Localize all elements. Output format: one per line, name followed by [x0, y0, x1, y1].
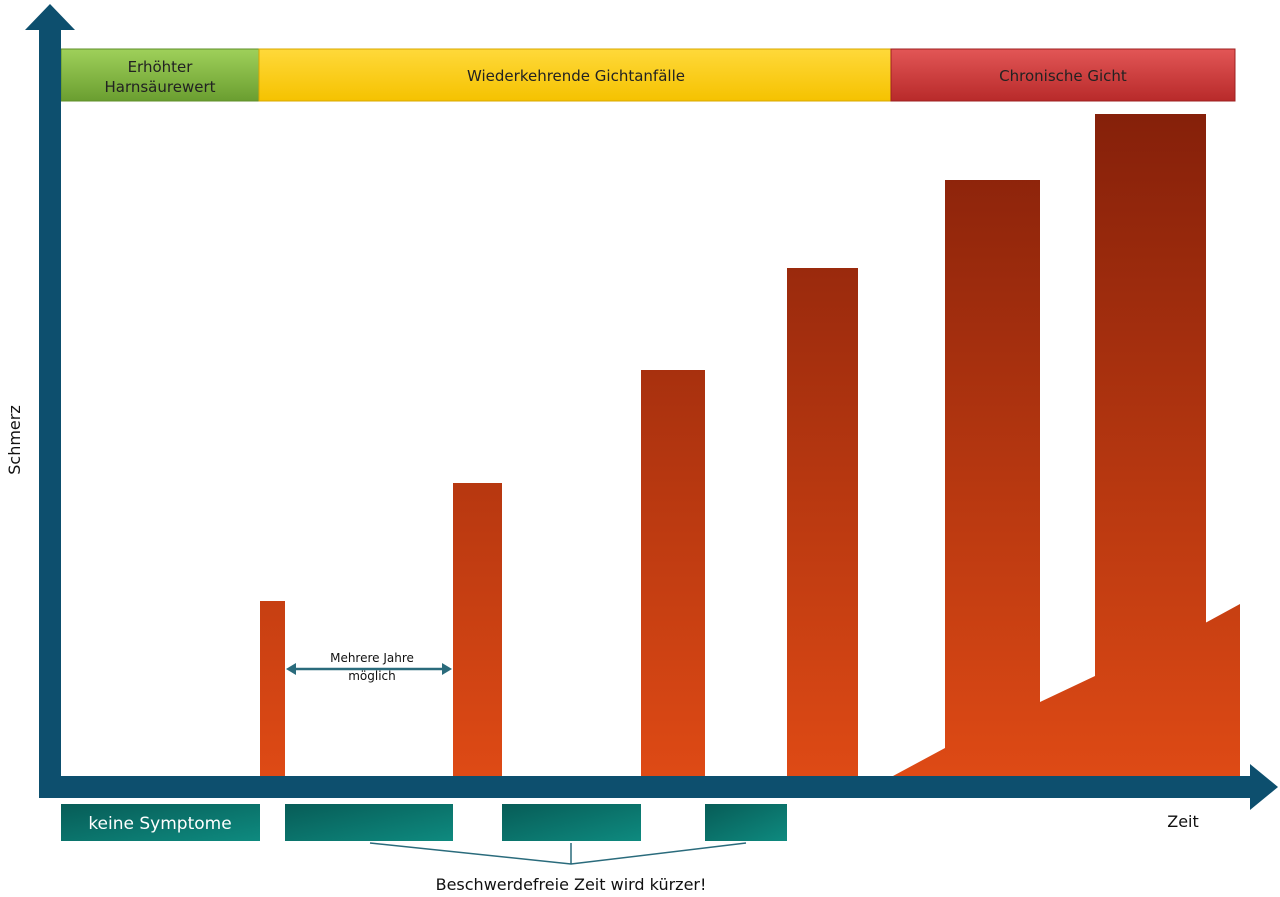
pain-bar-5 [945, 180, 1040, 776]
phase-1-label-line-1: Erhöhter [128, 58, 194, 76]
phase-2-label: Wiederkehrende Gichtanfälle [467, 67, 685, 85]
pain-bar-4 [787, 268, 858, 776]
x-axis [39, 764, 1278, 810]
x-axis-label: Zeit [1167, 812, 1199, 831]
interval-note-line-2: möglich [348, 669, 396, 683]
phase-bar-3: Chronische Gicht [890, 48, 1236, 102]
pain-bar-1 [260, 601, 285, 776]
interval-arrow [286, 663, 452, 675]
caption-bracket [369, 842, 747, 865]
pain-bar-6 [1095, 114, 1206, 776]
pain-bar-3 [641, 370, 705, 776]
phase-bar-1: Erhöhter Harnsäurewert [60, 48, 260, 102]
symptom-free-box-1: keine Symptome [61, 804, 260, 841]
symptom-free-box-3 [502, 804, 641, 841]
phase-1-label-line-2: Harnsäurewert [104, 78, 215, 96]
symptom-free-caption: Beschwerdefreie Zeit wird kürzer! [436, 875, 707, 894]
pain-bar-2 [453, 483, 502, 776]
symptom-free-box-2 [285, 804, 453, 841]
y-axis-label: Schmerz [5, 405, 24, 475]
symptom-free-box-4 [705, 804, 787, 841]
phase-3-label: Chronische Gicht [999, 67, 1127, 85]
phase-bar-2: Wiederkehrende Gichtanfälle [258, 48, 892, 102]
no-symptoms-label: keine Symptome [88, 814, 231, 834]
interval-note-line-1: Mehrere Jahre [330, 651, 414, 665]
y-axis [25, 4, 75, 798]
